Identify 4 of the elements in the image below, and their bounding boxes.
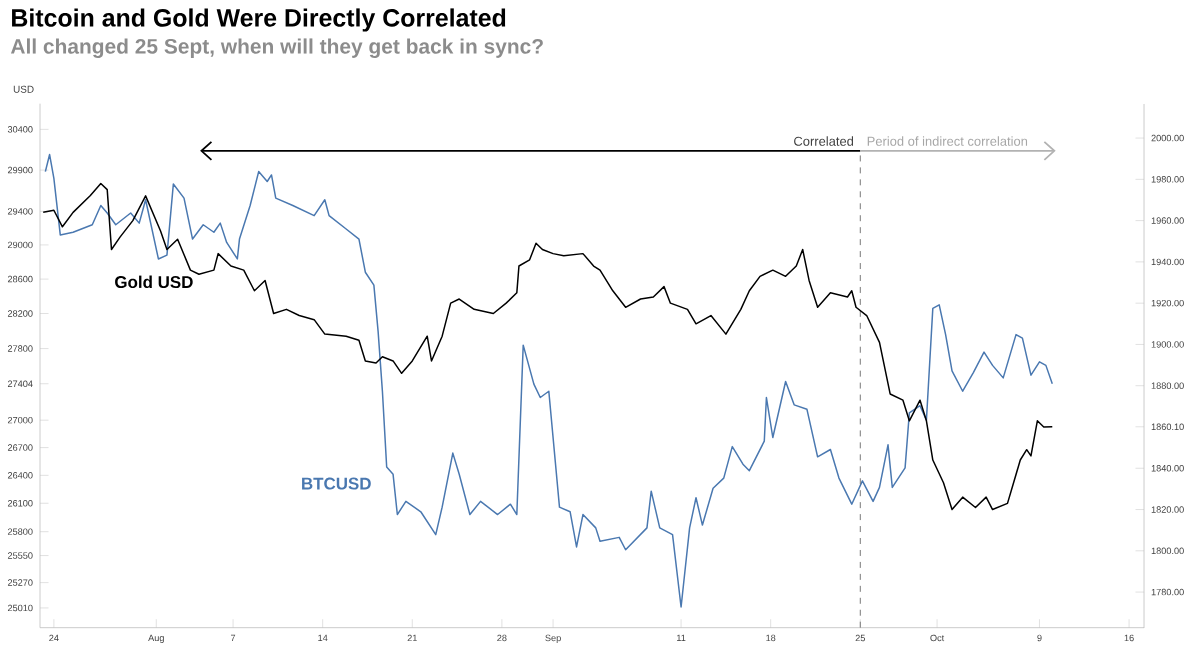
chart-subtitle: All changed 25 Sept, when will they get back in sync? xyxy=(10,38,543,58)
series-label: BTCUSD xyxy=(302,477,371,490)
chart-title: Bitcoin and Gold Were Directly Correlated xyxy=(12,8,506,32)
series-label: Gold USD xyxy=(115,275,193,289)
